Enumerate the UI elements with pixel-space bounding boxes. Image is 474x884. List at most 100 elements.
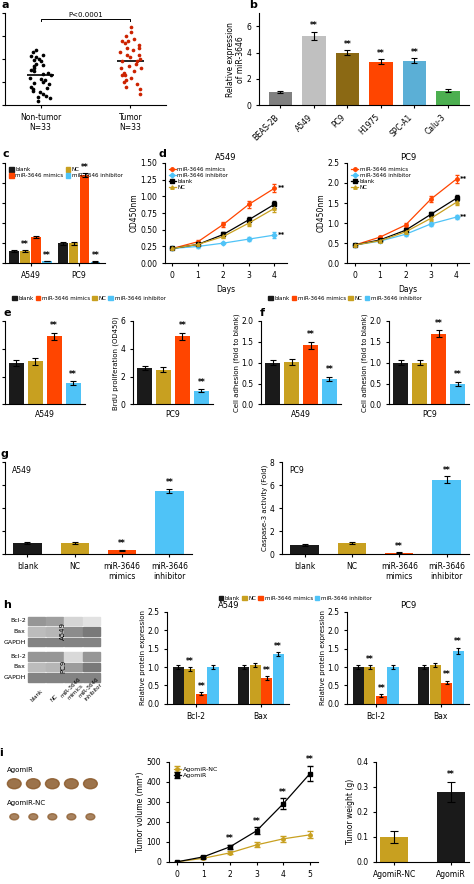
Point <box>36 52 43 66</box>
Ellipse shape <box>46 779 59 789</box>
Point <box>30 59 37 73</box>
Point <box>39 67 46 81</box>
Text: i: i <box>0 748 3 758</box>
Bar <box>369 62 393 105</box>
Point <box>123 48 130 62</box>
Text: **: ** <box>179 321 186 331</box>
Point <box>39 48 47 62</box>
Legend: blank, miR-3646 mimics, NC, miR-3646 inhibitor: blank, miR-3646 mimics, NC, miR-3646 inh… <box>267 294 423 303</box>
Y-axis label: Tumor weight (g): Tumor weight (g) <box>346 779 355 844</box>
Polygon shape <box>28 627 45 636</box>
Bar <box>450 384 465 405</box>
Text: **: ** <box>186 657 194 666</box>
Polygon shape <box>28 617 45 625</box>
Bar <box>322 378 337 405</box>
Bar <box>31 237 41 263</box>
Point <box>27 63 35 77</box>
Y-axis label: Cell adhesion (fold to blank): Cell adhesion (fold to blank) <box>233 314 240 412</box>
Text: **: ** <box>279 788 287 796</box>
Polygon shape <box>82 652 100 660</box>
Bar <box>108 550 136 554</box>
Bar <box>137 369 152 405</box>
Bar <box>365 667 375 704</box>
Polygon shape <box>46 662 63 671</box>
Bar <box>353 667 364 704</box>
Bar <box>156 370 171 405</box>
Ellipse shape <box>29 813 38 819</box>
Bar <box>453 651 464 704</box>
Point <box>31 64 38 78</box>
Bar <box>184 669 195 704</box>
Title: PC9: PC9 <box>400 601 417 610</box>
Polygon shape <box>28 652 45 660</box>
Text: **: ** <box>198 682 205 690</box>
Point <box>136 38 143 52</box>
Bar <box>429 666 441 704</box>
Polygon shape <box>46 637 63 646</box>
Text: **: ** <box>274 642 282 651</box>
Text: NC: NC <box>50 694 59 703</box>
Point <box>128 20 135 34</box>
Bar <box>291 545 319 554</box>
Text: **: ** <box>21 240 29 248</box>
Point <box>133 57 140 71</box>
Bar <box>302 35 326 105</box>
Point <box>137 87 144 101</box>
Point <box>42 89 49 103</box>
Text: **: ** <box>50 321 58 331</box>
Text: **: ** <box>310 21 318 30</box>
Text: A549: A549 <box>12 466 32 475</box>
Text: **: ** <box>306 756 314 765</box>
Y-axis label: OD450nm: OD450nm <box>130 194 139 232</box>
Bar <box>385 552 413 554</box>
Text: PC9: PC9 <box>290 466 304 475</box>
Bar <box>441 682 452 704</box>
Point <box>30 61 37 75</box>
Text: **: ** <box>377 49 385 57</box>
Text: **: ** <box>378 684 385 693</box>
Point <box>137 82 144 96</box>
Point <box>121 36 129 50</box>
Ellipse shape <box>86 813 95 819</box>
Point <box>125 59 133 73</box>
X-axis label: Days: Days <box>216 286 236 294</box>
Point <box>135 48 143 62</box>
Text: c: c <box>3 149 9 159</box>
Bar <box>261 678 272 704</box>
Bar <box>20 251 30 263</box>
Title: A549: A549 <box>218 601 239 610</box>
Text: AgomiR-NC: AgomiR-NC <box>7 800 46 805</box>
Point <box>134 55 141 69</box>
Bar <box>336 53 359 105</box>
Legend: miR-3646 mimics, miR-3646 inhibitor, blank, NC: miR-3646 mimics, miR-3646 inhibitor, bla… <box>350 165 412 192</box>
Point <box>137 61 144 75</box>
Bar <box>273 654 284 704</box>
Legend: blank, miR-3646 mimics, NC, miR-3646 inhibitor: blank, miR-3646 mimics, NC, miR-3646 inh… <box>8 165 124 180</box>
Polygon shape <box>28 673 45 682</box>
Bar <box>403 60 426 105</box>
Bar <box>387 667 399 704</box>
Text: g: g <box>1 449 9 459</box>
Point <box>124 41 131 55</box>
Y-axis label: Relative protein expression: Relative protein expression <box>140 611 146 705</box>
Ellipse shape <box>27 779 40 789</box>
Y-axis label: Relative protein expression: Relative protein expression <box>320 611 326 705</box>
Text: **: ** <box>198 377 205 386</box>
Polygon shape <box>82 673 100 682</box>
Bar <box>250 666 261 704</box>
Text: b: b <box>249 0 256 10</box>
Point <box>136 52 144 66</box>
Text: **: ** <box>435 318 443 328</box>
Point <box>122 80 129 94</box>
Bar <box>238 667 249 704</box>
Bar <box>393 362 409 405</box>
Bar <box>418 667 429 704</box>
Text: Bcl-2: Bcl-2 <box>10 619 26 623</box>
Text: Bax: Bax <box>14 665 26 669</box>
Bar <box>196 694 207 704</box>
Point <box>129 43 137 57</box>
Point <box>37 72 45 86</box>
Text: **: ** <box>410 48 419 57</box>
Polygon shape <box>46 652 63 660</box>
Legend: blank, miR-3646 mimics, NC, miR-3646 inhibitor: blank, miR-3646 mimics, NC, miR-3646 inh… <box>10 294 167 303</box>
